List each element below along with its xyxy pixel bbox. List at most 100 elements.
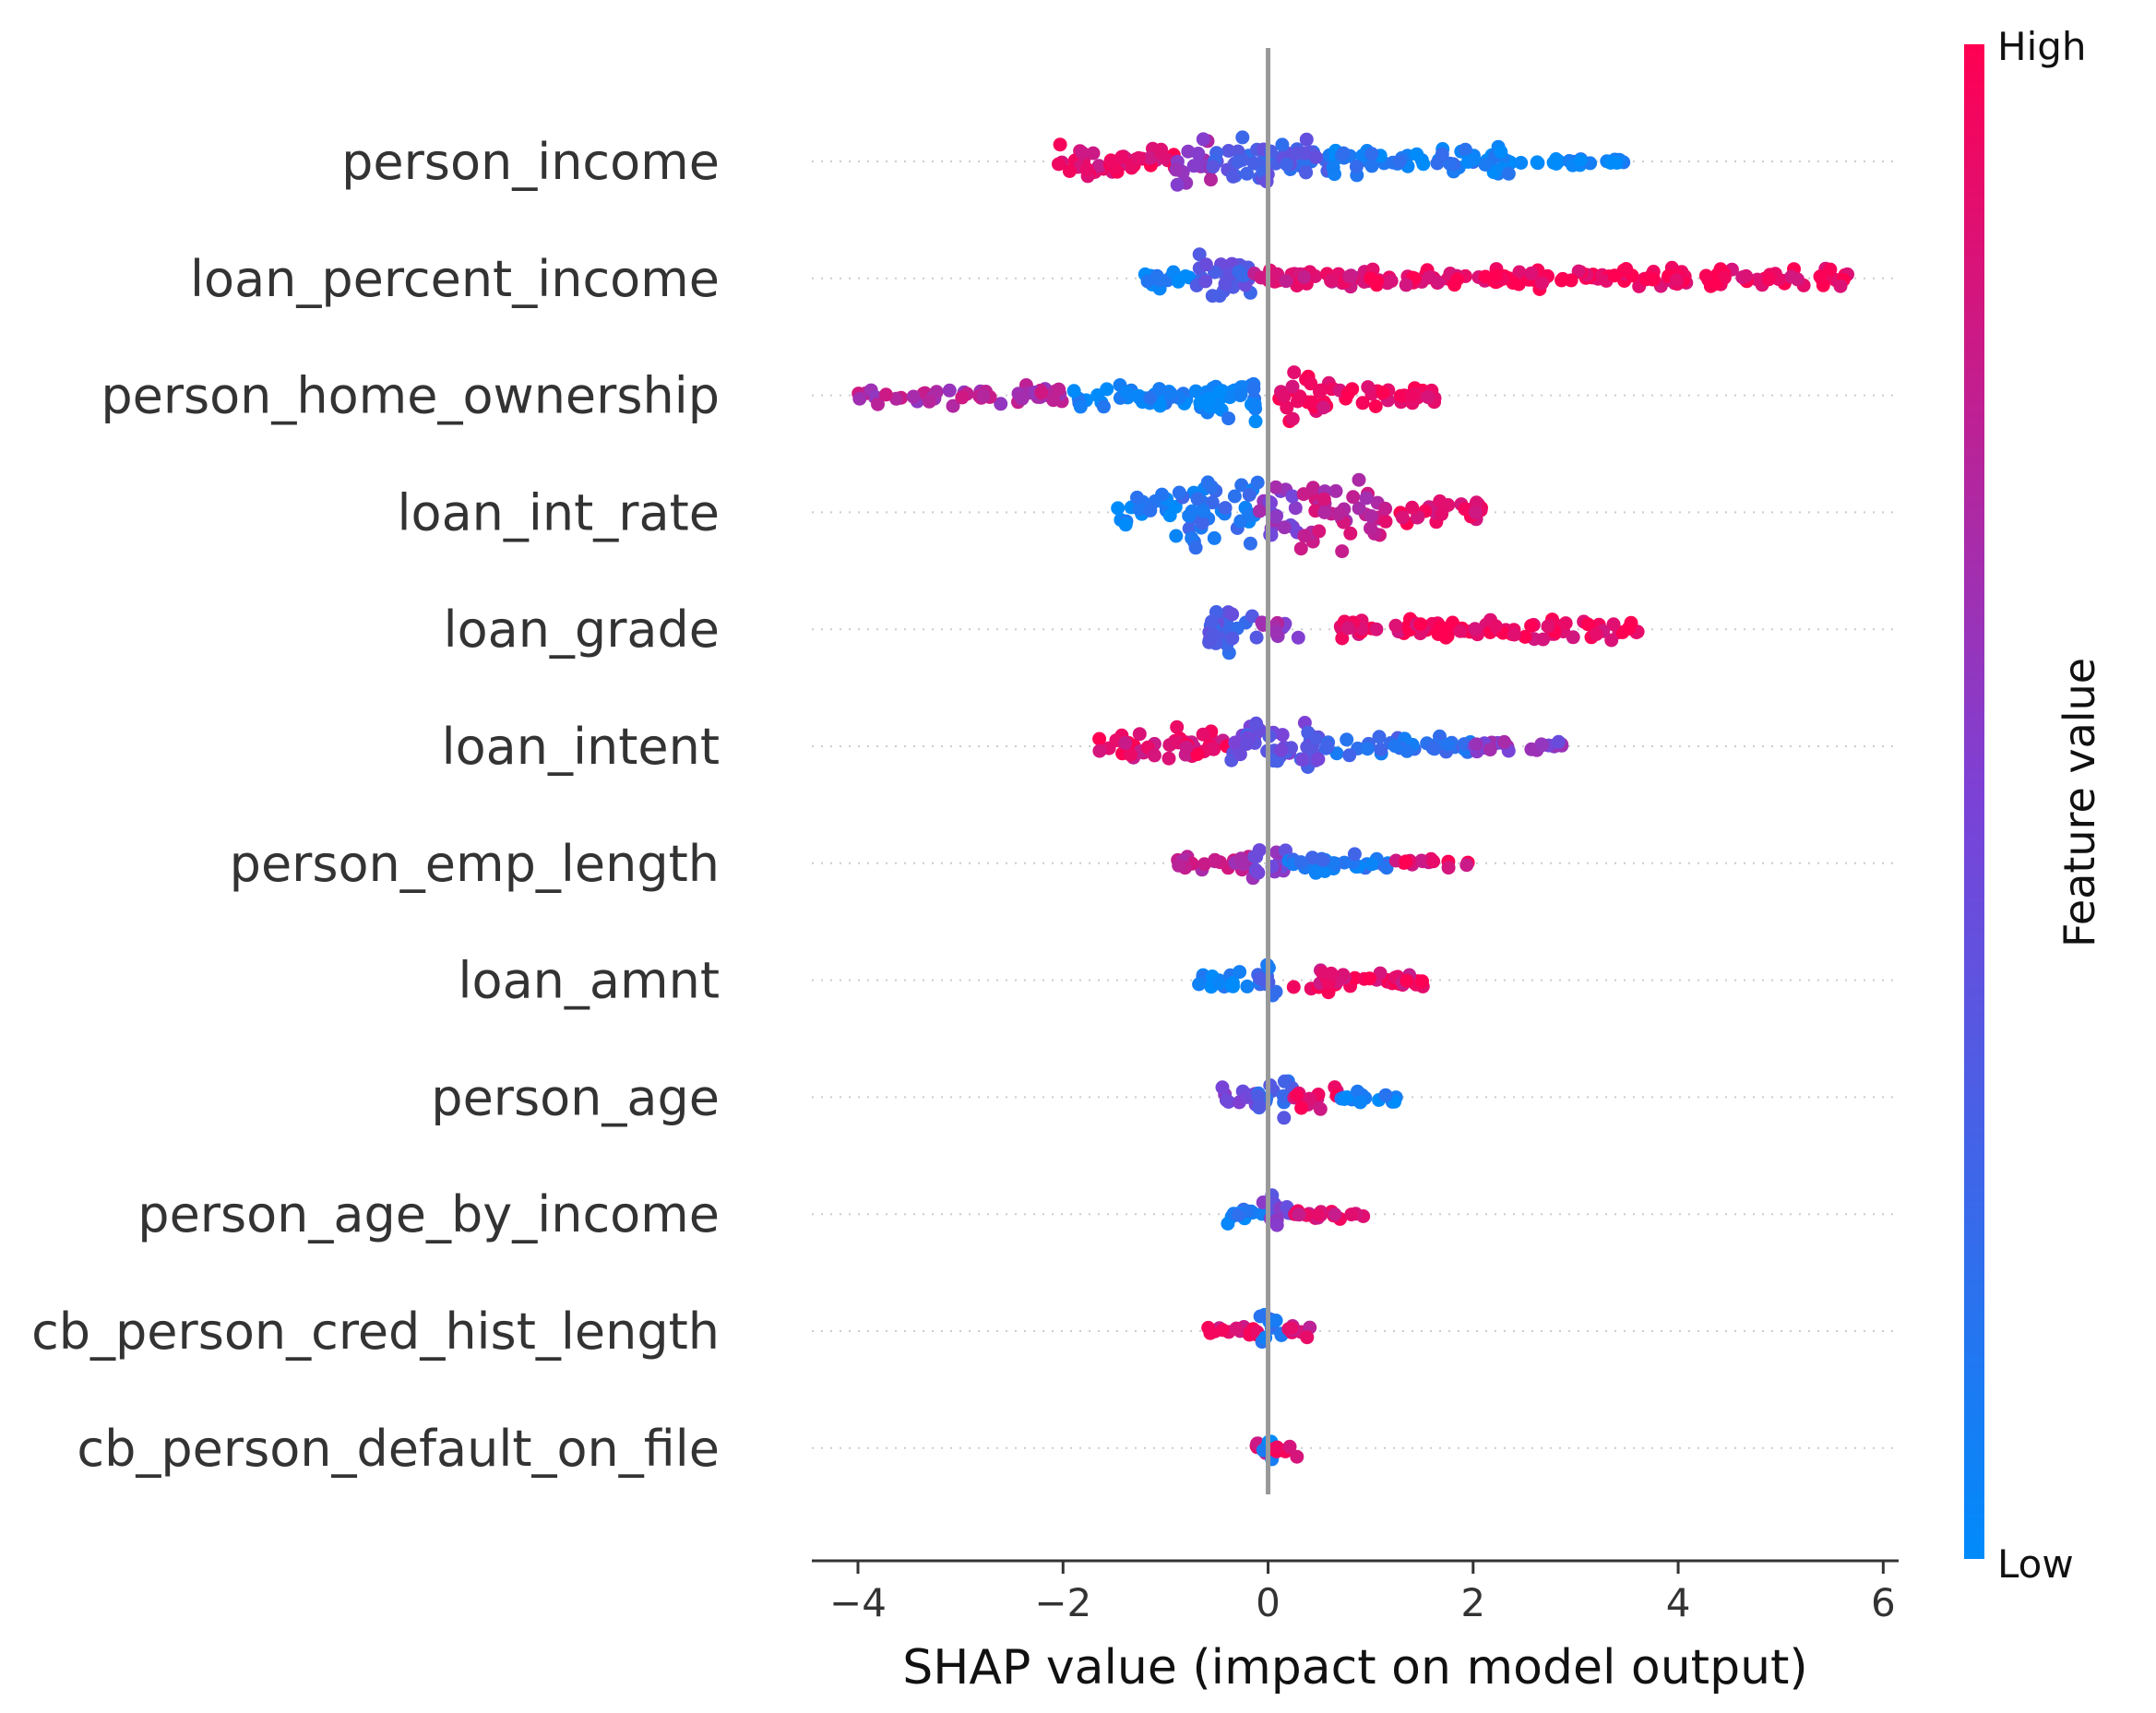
shap-point — [1328, 483, 1343, 498]
shap-point — [1168, 499, 1183, 514]
shap-point — [878, 387, 893, 402]
shap-point — [1580, 617, 1595, 632]
shap-point — [1364, 857, 1379, 872]
shap-point — [1324, 273, 1338, 288]
shap-point — [1205, 495, 1220, 510]
shap-point — [1169, 162, 1184, 177]
shap-point — [1399, 854, 1413, 869]
shap-point — [1073, 399, 1088, 414]
shap-point — [1399, 278, 1413, 292]
shap-point — [1286, 980, 1301, 994]
shap-point — [1221, 411, 1236, 426]
shap-point — [1118, 736, 1133, 750]
shap-point — [1191, 147, 1206, 161]
feature-row-points — [1221, 1188, 1371, 1232]
shap-point — [1163, 386, 1178, 400]
shap-point — [1132, 727, 1147, 742]
shap-point — [1201, 391, 1216, 406]
shap-point — [1336, 146, 1351, 161]
shap-point — [1364, 271, 1378, 286]
shap-point — [1253, 1309, 1268, 1324]
shap-point — [1353, 1095, 1367, 1110]
shap-point — [1276, 1088, 1291, 1103]
shap-point — [1368, 399, 1383, 413]
shap-point — [1212, 385, 1227, 399]
feature-label: person_home_ownership — [101, 367, 720, 425]
shap-point — [1295, 753, 1310, 767]
feature-label: person_income — [341, 133, 720, 191]
shap-point — [1548, 155, 1563, 170]
shap-point — [1096, 399, 1111, 414]
shap-point — [1342, 748, 1357, 763]
shap-point — [1185, 504, 1199, 518]
shap-point — [1535, 276, 1549, 291]
shap-point — [1247, 850, 1262, 864]
shap-point — [1378, 514, 1393, 529]
shap-point — [1435, 506, 1449, 521]
shap-point — [1359, 491, 1374, 506]
shap-point — [1400, 743, 1414, 758]
shap-point — [1226, 169, 1241, 184]
shap-point — [1488, 619, 1503, 634]
shap-point — [1293, 855, 1308, 870]
shap-point — [1066, 384, 1081, 399]
colorbar — [1964, 44, 1984, 1559]
shap-point — [1405, 500, 1420, 515]
shap-point — [1231, 154, 1245, 169]
shap-point — [1170, 720, 1185, 734]
shap-point — [1204, 172, 1218, 187]
shap-point — [1236, 857, 1251, 872]
shap-point — [1308, 149, 1323, 164]
shap-point — [1234, 478, 1249, 493]
shap-point — [1227, 489, 1242, 504]
shap-point — [1280, 157, 1294, 172]
shap-point — [1132, 502, 1147, 517]
shap-point — [1277, 1111, 1292, 1125]
shap-point — [1378, 1088, 1393, 1102]
shap-point — [1506, 276, 1520, 291]
shap-point — [1524, 618, 1539, 633]
shap-point — [1079, 161, 1094, 176]
shap-point — [1355, 396, 1370, 410]
shap-point — [1103, 154, 1118, 169]
shap-point — [1340, 387, 1355, 401]
shap-point — [1092, 743, 1107, 758]
shap-point — [1233, 747, 1247, 762]
shap-point — [1432, 625, 1447, 639]
shap-point — [1589, 627, 1603, 641]
shap-point — [1290, 1088, 1304, 1102]
shap-point — [1433, 494, 1447, 508]
shap-point — [1188, 384, 1203, 399]
shap-point — [1046, 393, 1061, 408]
shap-point — [1255, 615, 1269, 630]
shap-point — [1347, 847, 1362, 862]
shap-point — [1784, 269, 1799, 284]
shap-point — [1316, 400, 1330, 415]
shap-point — [852, 391, 867, 406]
shap-point — [1225, 631, 1240, 646]
shap-point — [1530, 155, 1544, 170]
shap-point — [1458, 142, 1472, 157]
shap-point — [1297, 269, 1311, 284]
feature-label: loan_intent — [442, 718, 720, 776]
shap-point — [1284, 1321, 1299, 1336]
shap-point — [1236, 268, 1251, 283]
feature-label: loan_int_rate — [398, 483, 720, 541]
shap-point — [1274, 743, 1289, 757]
shap-point — [1252, 1099, 1267, 1113]
shap-point — [1435, 147, 1449, 161]
shap-point — [1215, 1323, 1230, 1338]
shap-point — [871, 397, 885, 411]
shap-point — [976, 388, 991, 403]
shap-point — [1111, 501, 1126, 516]
shap-point — [1233, 388, 1247, 403]
shap-point — [1198, 257, 1213, 272]
shap-point — [1290, 1449, 1304, 1464]
shap-point — [1211, 976, 1226, 991]
shap-point — [1606, 617, 1621, 632]
shap-point — [1215, 1080, 1230, 1095]
feature-label: loan_grade — [444, 601, 720, 659]
feature-label: person_emp_length — [230, 835, 720, 893]
shap-point — [1343, 526, 1358, 541]
